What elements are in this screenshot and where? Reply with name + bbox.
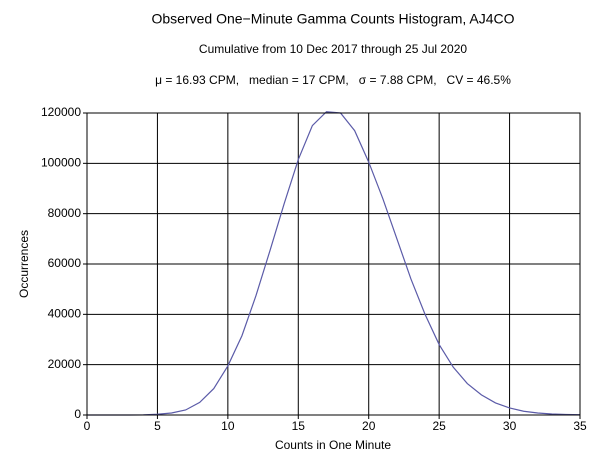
y-tick-label: 40000 xyxy=(48,307,82,321)
y-tick-label: 20000 xyxy=(48,357,82,371)
stats-annotation: μ = 16.93 CPM, median = 17 CPM, σ = 7.88… xyxy=(155,73,511,87)
x-axis-label: Counts in One Minute xyxy=(275,438,391,452)
y-tick-label: 100000 xyxy=(41,156,81,170)
y-tick-label: 80000 xyxy=(48,206,82,220)
x-tick-label: 10 xyxy=(221,419,235,433)
data-line xyxy=(87,111,581,416)
y-tick-label: 120000 xyxy=(41,105,81,119)
x-tick-label: 15 xyxy=(292,419,306,433)
y-tick-label: 0 xyxy=(74,407,81,421)
chart-subtitle: Cumulative from 10 Dec 2017 through 25 J… xyxy=(199,42,467,56)
x-tick-label: 0 xyxy=(84,419,91,433)
x-tick-label: 30 xyxy=(503,419,517,433)
x-tick-label: 25 xyxy=(432,419,446,433)
chart-title: Observed One−Minute Gamma Counts Histogr… xyxy=(152,11,515,27)
y-axis-label: Occurrences xyxy=(17,230,31,298)
x-tick-label: 20 xyxy=(362,419,376,433)
x-tick-label: 5 xyxy=(154,419,161,433)
y-tick-label: 60000 xyxy=(48,256,82,270)
plot-frame xyxy=(86,112,581,416)
x-tick-label: 35 xyxy=(573,419,587,433)
